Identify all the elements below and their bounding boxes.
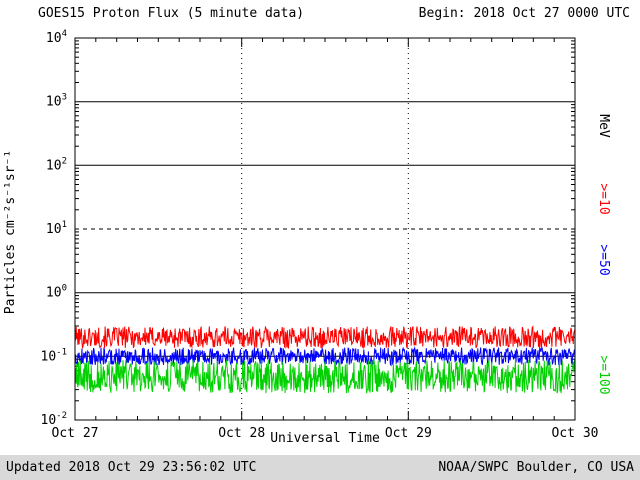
svg-text:Oct 29: Oct 29 (385, 426, 432, 441)
svg-text:104: 104 (46, 29, 67, 46)
legend-ge50-mev: >=50 (596, 244, 611, 276)
svg-text:10-1: 10-1 (41, 347, 68, 364)
updated-timestamp: Updated 2018 Oct 29 23:56:02 UTC (6, 460, 257, 475)
footer-bar: Updated 2018 Oct 29 23:56:02 UTC NOAA/SW… (0, 455, 640, 480)
flux-series-gege10 (74, 325, 576, 350)
x-axis-label: Universal Time (270, 431, 380, 446)
begin-timestamp-label: Begin: 2018 Oct 27 0000 UTC (418, 6, 630, 21)
svg-text:100: 100 (46, 284, 67, 301)
svg-text:101: 101 (46, 220, 67, 237)
svg-text:Oct 27: Oct 27 (52, 426, 99, 441)
svg-text:Oct 28: Oct 28 (218, 426, 265, 441)
svg-text:103: 103 (46, 93, 67, 110)
noaa-credit: NOAA/SWPC Boulder, CO USA (438, 460, 634, 475)
y-axis-label: Particles cm⁻²s⁻¹sr⁻¹ (3, 149, 18, 315)
svg-text:Oct 30: Oct 30 (552, 426, 599, 441)
legend-ge10-mev: >=10 (596, 183, 611, 215)
legend-ge100-mev: >=100 (596, 355, 611, 395)
svg-text:102: 102 (46, 156, 67, 173)
page-title: GOES15 Proton Flux (5 minute data) (38, 6, 305, 21)
right-axis-unit-label: MeV (596, 114, 611, 138)
flux-series-gege100 (74, 359, 576, 394)
